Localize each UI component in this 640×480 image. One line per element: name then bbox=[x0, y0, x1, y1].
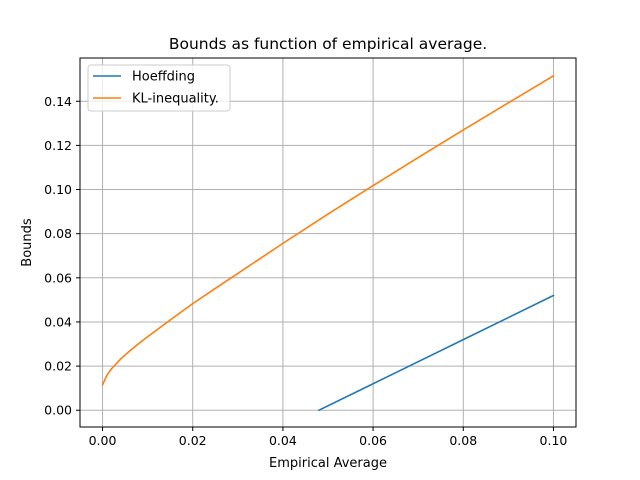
y-tick-label: 0.02 bbox=[44, 359, 72, 374]
x-tick-label: 0.08 bbox=[449, 433, 477, 448]
series-line-0 bbox=[317, 294, 555, 412]
series-line-1 bbox=[101, 74, 555, 386]
y-tick-label: 0.06 bbox=[44, 270, 72, 285]
series-layer bbox=[101, 74, 555, 412]
x-tick-label: 0.06 bbox=[359, 433, 387, 448]
x-axis: 0.00 0.02 0.04 0.06 0.08 0.10 bbox=[89, 427, 568, 448]
y-tick-label: 0.10 bbox=[44, 182, 72, 197]
legend-label: KL-inequality. bbox=[132, 92, 219, 107]
plot-area bbox=[80, 58, 576, 427]
plot-frame bbox=[79, 57, 577, 428]
x-tick-label: 0.10 bbox=[540, 433, 568, 448]
y-tick-label: 0.08 bbox=[44, 226, 72, 241]
y-axis: 0.00 0.02 0.04 0.06 0.08 0.10 0.12 0.14 bbox=[44, 94, 80, 418]
x-tick-label: 0.04 bbox=[269, 433, 297, 448]
y-axis-label: Bounds bbox=[20, 218, 35, 267]
chart-title: Bounds as function of empirical average. bbox=[169, 35, 487, 53]
x-tick-label: 0.02 bbox=[179, 433, 207, 448]
legend-label: Hoeffding bbox=[132, 70, 195, 85]
x-axis-label: Empirical Average bbox=[269, 456, 387, 471]
legend-box bbox=[87, 64, 231, 112]
y-tick-label: 0.12 bbox=[44, 138, 72, 153]
x-tick-label: 0.00 bbox=[89, 433, 117, 448]
legend: Hoeffding KL-inequality. bbox=[87, 64, 231, 112]
y-tick-label: 0.14 bbox=[44, 94, 72, 109]
y-tick-label: 0.04 bbox=[44, 314, 72, 329]
y-tick-label: 0.00 bbox=[44, 403, 72, 418]
